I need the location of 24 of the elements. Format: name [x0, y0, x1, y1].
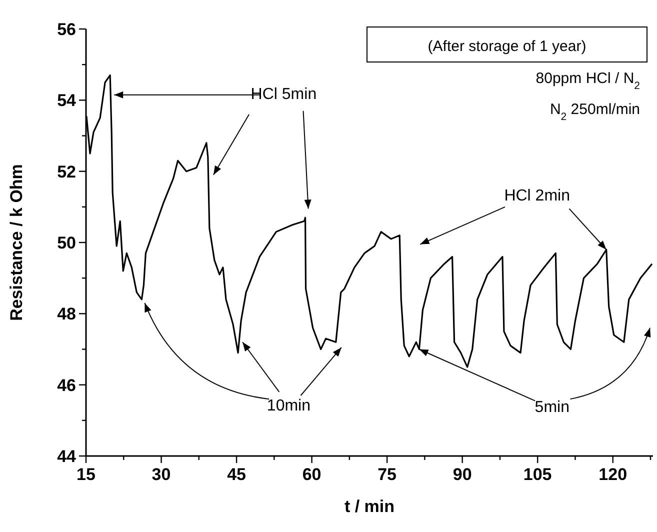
y-tick-label: 56 — [57, 20, 76, 39]
annotation: 80ppm HCl / N$_{2}$ — [536, 70, 640, 92]
x-tick-label: 45 — [227, 465, 246, 484]
y-tick-label: 50 — [57, 234, 76, 252]
x-tick-label: 30 — [152, 465, 171, 484]
y-tick-label: 46 — [57, 376, 76, 395]
annotation: (After storage of 1 year) — [428, 38, 586, 55]
x-tick-label: 75 — [378, 465, 397, 484]
annotation: HCl 2min — [504, 187, 570, 204]
x-tick-label: 120 — [598, 465, 628, 484]
x-tick-label: 60 — [302, 465, 322, 484]
annotation: N$_{2}$ 250ml/min — [550, 101, 640, 123]
y-axis-title: Resistance / k Ohm — [7, 164, 26, 321]
y-tick-label: 44 — [57, 447, 77, 466]
annotation: 10min — [266, 397, 311, 414]
annotation: HCl 5min — [250, 86, 317, 104]
x-tick-label: 105 — [523, 465, 552, 484]
y-tick-label: 54 — [57, 91, 77, 110]
x-tick-label: 90 — [452, 465, 472, 484]
x-axis-title: t / min — [344, 497, 395, 516]
y-tick-label: 52 — [57, 162, 76, 182]
y-tick-label: 48 — [57, 304, 76, 324]
annotation: 5min — [534, 399, 570, 416]
x-tick-label: 15 — [76, 465, 96, 484]
